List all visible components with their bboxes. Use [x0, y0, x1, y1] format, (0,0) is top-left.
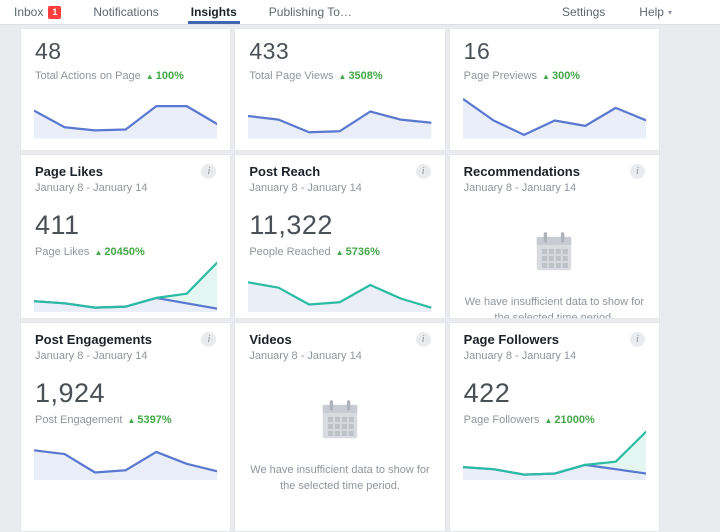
inbox-label: Inbox	[14, 5, 44, 19]
card-page-likes[interactable]: Page Likes i January 8 - January 14 411 …	[20, 154, 232, 319]
calendar-icon	[322, 400, 358, 439]
videos-nodata: We have insufficient data to show for th…	[249, 398, 430, 495]
recommendations-title: Recommendations	[463, 164, 580, 179]
info-icon[interactable]: i	[629, 164, 645, 179]
page-likes-change: 20450%	[104, 246, 145, 258]
post-engagements-sparkline	[34, 423, 218, 480]
total-page-views-value: 433	[249, 38, 290, 64]
post-reach-change: 5736%	[345, 246, 380, 258]
nav-item-notifications[interactable]: Notifications	[93, 0, 158, 24]
total-page-views-sparkline	[248, 91, 432, 139]
recommendations-date-range: January 8 - January 14	[463, 182, 577, 194]
card-post-engagements[interactable]: Post Engagements i January 8 - January 1…	[20, 322, 232, 532]
post-reach-label-row: People Reached ▲ 5736%	[249, 246, 430, 258]
info-icon[interactable]: i	[415, 164, 431, 179]
page-likes-sparkline	[34, 255, 218, 312]
nav-item-insights[interactable]: Insights	[187, 0, 240, 24]
total-page-views-label: Total Page Views	[249, 70, 334, 82]
inbox-badge-count: 1	[48, 5, 62, 19]
post-reach-label: People Reached	[249, 246, 331, 258]
total-actions-label-row: Total Actions on Page ▲ 100%	[35, 70, 216, 82]
post-reach-sparkline	[248, 255, 432, 312]
up-arrow-icon: ▲	[94, 248, 103, 257]
recommendations-header: Recommendations i	[464, 164, 645, 179]
up-arrow-icon: ▲	[542, 72, 550, 81]
post-engagements-label: Post Engagement	[35, 414, 123, 426]
up-arrow-icon: ▲	[338, 72, 347, 81]
info-icon[interactable]: i	[201, 164, 217, 179]
post-reach-header: Post Reach i	[249, 164, 431, 179]
post-engagements-date-range: January 8 - January 14	[35, 350, 148, 362]
nav-item-settings[interactable]: Settings	[562, 5, 605, 19]
page-followers-date-range: January 8 - January 14	[463, 350, 577, 362]
card-page-followers[interactable]: Page Followers i January 8 - January 14 …	[448, 322, 660, 532]
page-followers-label: Page Followers	[463, 414, 540, 426]
videos-title: Videos	[249, 332, 292, 347]
post-engagements-title: Post Engagements	[35, 332, 153, 347]
total-page-views-change: 3508%	[348, 70, 383, 82]
card-post-reach[interactable]: Post Reach i January 8 - January 14 11,3…	[234, 154, 446, 319]
post-engagements-change: 5397%	[137, 414, 172, 426]
recommendations-nodata-text: We have insufficient data to show for th…	[464, 296, 644, 319]
info-icon[interactable]: i	[415, 332, 431, 347]
notifications-label: Notifications	[93, 5, 159, 19]
card-total-page-views[interactable]: 433 Total Page Views ▲ 3508%	[234, 28, 446, 151]
post-engagements-value: 1,924	[35, 378, 106, 408]
total-actions-value: 48	[35, 38, 62, 64]
page-previews-sparkline	[462, 91, 646, 139]
nav-item-help[interactable]: Help ▾	[639, 5, 672, 19]
help-label: Help	[639, 5, 664, 19]
nav-item-publishing-tools[interactable]: Publishing To…	[269, 0, 352, 24]
page-likes-label-row: Page Likes ▲ 20450%	[35, 246, 216, 258]
nav-item-inbox[interactable]: Inbox 1	[14, 0, 62, 24]
calendar-icon	[537, 232, 572, 271]
post-engagements-header: Post Engagements i	[35, 332, 217, 347]
page-likes-header: Page Likes i	[35, 164, 217, 179]
top-nav: Inbox 1 Notifications Insights Publishin…	[0, 0, 720, 25]
page-previews-label: Page Previews	[463, 70, 538, 82]
chevron-down-icon: ▾	[667, 7, 672, 17]
videos-nodata-text: We have insufficient data to show for th…	[250, 464, 430, 492]
videos-header: Videos i	[249, 332, 431, 347]
settings-label: Settings	[561, 5, 606, 19]
post-reach-date-range: January 8 - January 14	[249, 182, 362, 194]
page-previews-label-row: Page Previews ▲ 300%	[464, 70, 645, 82]
page-followers-header: Page Followers i	[464, 332, 645, 347]
page-likes-title: Page Likes	[35, 164, 103, 179]
post-engagements-label-row: Post Engagement ▲ 5397%	[35, 414, 216, 426]
card-page-previews[interactable]: 16 Page Previews ▲ 300%	[448, 28, 660, 151]
post-reach-value: 11,322	[249, 210, 333, 240]
page-followers-value: 422	[463, 378, 511, 408]
videos-date-range: January 8 - January 14	[249, 350, 362, 362]
page-likes-date-range: January 8 - January 14	[35, 182, 148, 194]
up-arrow-icon: ▲	[544, 416, 553, 425]
post-reach-title: Post Reach	[249, 164, 321, 179]
card-recommendations[interactable]: Recommendations i January 8 - January 14	[448, 154, 660, 319]
info-icon[interactable]: i	[201, 332, 217, 347]
page-likes-label: Page Likes	[35, 246, 90, 258]
up-arrow-icon: ▲	[335, 248, 344, 257]
total-page-views-label-row: Total Page Views ▲ 3508%	[249, 70, 430, 82]
page-followers-change: 21000%	[554, 414, 595, 426]
page-followers-sparkline	[462, 423, 646, 480]
up-arrow-icon: ▲	[127, 416, 136, 425]
page-followers-label-row: Page Followers ▲ 21000%	[464, 414, 645, 426]
info-icon[interactable]: i	[629, 332, 645, 347]
insights-label: Insights	[190, 5, 237, 19]
cards-grid: 48 Total Actions on Page ▲ 100% 433 Total …	[20, 28, 660, 532]
page-likes-value: 411	[35, 210, 80, 240]
page-previews-change: 300%	[551, 70, 581, 82]
card-total-actions[interactable]: 48 Total Actions on Page ▲ 100%	[20, 28, 232, 151]
total-actions-sparkline	[34, 91, 218, 139]
total-actions-label: Total Actions on Page	[35, 70, 141, 82]
recommendations-nodata: We have insufficient data to show for th…	[464, 230, 645, 319]
publishing-tools-label: Publishing To…	[268, 5, 352, 19]
up-arrow-icon: ▲	[145, 72, 154, 81]
nav-right-group: Settings Help ▾	[528, 5, 672, 19]
insights-overview-page: 48 Total Actions on Page ▲ 100% 433 Total …	[20, 28, 660, 532]
page-previews-value: 16	[463, 38, 491, 64]
total-actions-change: 100%	[155, 70, 184, 82]
page-followers-title: Page Followers	[463, 332, 560, 347]
card-videos[interactable]: Videos i January 8 - January 14 We have …	[234, 322, 446, 532]
